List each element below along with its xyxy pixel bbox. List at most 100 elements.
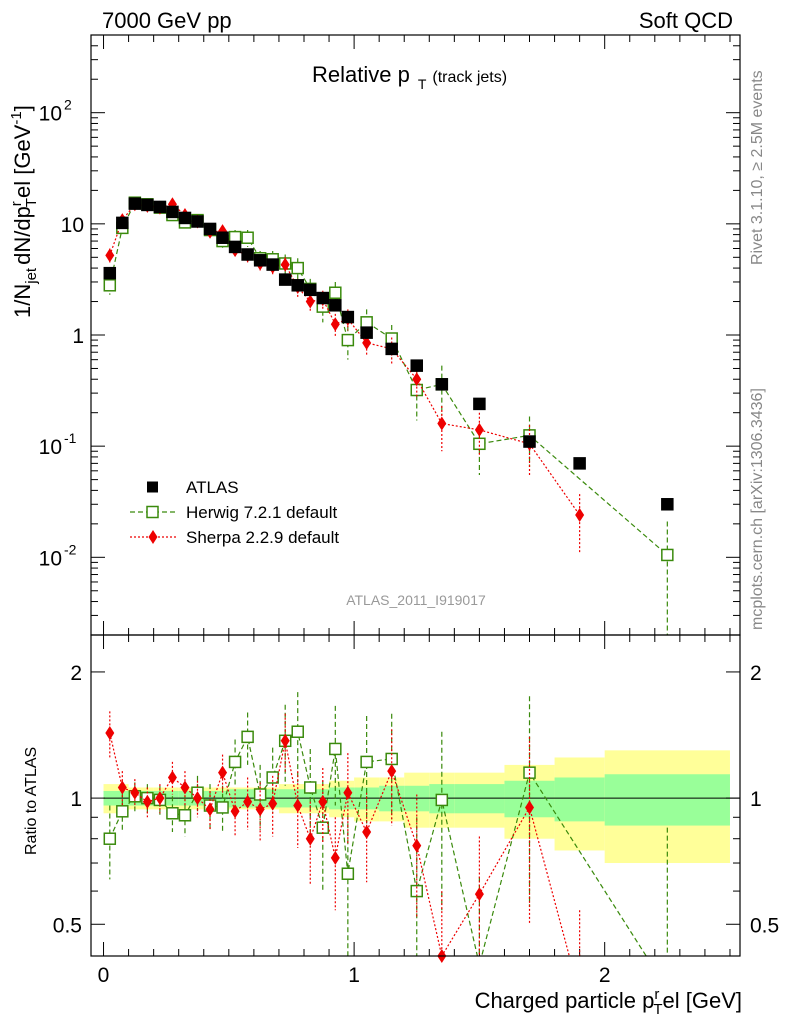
legend-marker — [146, 505, 159, 519]
data-point — [180, 780, 190, 795]
data-point — [329, 286, 342, 299]
atlas-data-point — [278, 273, 292, 286]
data-point — [437, 416, 447, 431]
data-point — [291, 725, 304, 738]
x-tick-label: 1 — [348, 964, 360, 987]
atlas-data-point — [203, 222, 217, 236]
ratio-tick-label: 2 — [70, 662, 82, 685]
x-axis-label: Charged particle pr Tel [GeV] — [475, 986, 742, 1018]
header-left: 7000 GeV pp — [102, 8, 232, 33]
data-point — [304, 781, 317, 794]
y-tick-exponent: 2 — [64, 97, 72, 113]
atlas-data-point — [266, 258, 279, 271]
ratio-band-inner — [454, 784, 505, 814]
data-series — [103, 196, 674, 963]
atlas-data-point — [141, 198, 154, 212]
legend-marker — [147, 481, 158, 493]
data-point — [205, 802, 215, 817]
y-tick-exponent: -1 — [64, 430, 77, 446]
analysis-tag: ATLAS_2011_I919017 — [346, 592, 486, 608]
data-point — [330, 317, 340, 332]
data-point — [192, 791, 202, 806]
series-line — [109, 732, 570, 956]
ratio-band-inner — [554, 777, 605, 822]
data-point — [435, 793, 449, 807]
data-point — [474, 887, 484, 902]
atlas-data-point — [216, 231, 229, 244]
data-point — [343, 785, 353, 800]
data-point — [360, 316, 373, 329]
data-point — [387, 764, 397, 779]
ratio-uncertainty-bands — [103, 750, 740, 864]
legend-marker — [148, 530, 158, 544]
data-point — [474, 422, 484, 437]
atlas-data-point — [410, 359, 424, 372]
atlas-data-point — [128, 197, 142, 210]
data-point — [473, 437, 486, 451]
ratio-tick-label: 0.5 — [53, 914, 82, 937]
ratio-tick-label-right: 1 — [750, 788, 762, 811]
data-point — [103, 279, 117, 292]
ratio-panel-frame — [90, 634, 741, 957]
atlas-data-point — [523, 435, 536, 448]
data-point — [360, 755, 373, 769]
side-label-rivet: Rivet 3.1.10, ≥ 2.5M events — [749, 70, 766, 265]
legend-label: Herwig 7.2.1 default — [186, 503, 337, 522]
atlas-data-point — [253, 254, 267, 267]
data-point — [255, 802, 265, 817]
atlas-data-point — [116, 216, 129, 230]
y-tick-label: 10 — [39, 436, 62, 459]
data-point — [412, 838, 422, 853]
data-point — [305, 831, 315, 846]
data-point — [291, 261, 304, 275]
atlas-data-point — [103, 266, 117, 280]
atlas-data-point — [228, 240, 242, 254]
side-label-mcplots: mcplots.cern.ch [arXiv:1306.3436] — [749, 388, 766, 630]
ratio-tick-label-right: 0.5 — [750, 914, 779, 937]
ratio-tick-label: 1 — [70, 788, 82, 811]
data-point — [293, 798, 303, 813]
data-point — [243, 794, 253, 809]
atlas-data-point — [661, 498, 674, 511]
data-point — [329, 742, 342, 756]
data-point — [330, 850, 340, 865]
atlas-data-point — [573, 457, 586, 470]
y-tick-label: 10 — [39, 547, 62, 570]
data-point — [341, 333, 355, 347]
y-axis-label: 1/NjetdN/dprTel [GeV-1] — [8, 105, 40, 318]
y-tick-label: 10 — [61, 214, 84, 237]
ratio-y-axis-label: Ratio to ATLAS — [23, 747, 40, 855]
atlas-data-point — [191, 215, 204, 228]
atlas-data-point — [341, 310, 355, 324]
data-point — [178, 809, 192, 822]
data-point — [661, 548, 674, 562]
data-point — [362, 335, 372, 350]
x-tick-label: 2 — [599, 964, 611, 987]
atlas-data-point — [291, 279, 304, 292]
y-tick-label: 10 — [39, 103, 62, 126]
data-point — [268, 796, 278, 811]
atlas-data-point — [153, 200, 167, 214]
data-point — [166, 807, 179, 820]
data-point — [216, 801, 229, 814]
legend-label: ATLAS — [186, 478, 239, 497]
atlas-data-point — [241, 248, 254, 261]
data-point — [280, 257, 290, 272]
data-point — [167, 770, 177, 785]
data-point — [117, 780, 127, 795]
data-point — [316, 821, 330, 834]
atlas-data-point — [360, 326, 373, 339]
axes-ticks — [91, 34, 740, 956]
data-point — [228, 755, 242, 769]
data-point — [305, 294, 315, 309]
data-point — [575, 508, 585, 523]
data-point — [155, 791, 165, 806]
data-point — [105, 725, 115, 740]
data-point — [318, 794, 328, 809]
data-point — [523, 766, 536, 779]
y-tick-exponent: -2 — [64, 541, 77, 557]
atlas-data-point — [304, 283, 317, 297]
